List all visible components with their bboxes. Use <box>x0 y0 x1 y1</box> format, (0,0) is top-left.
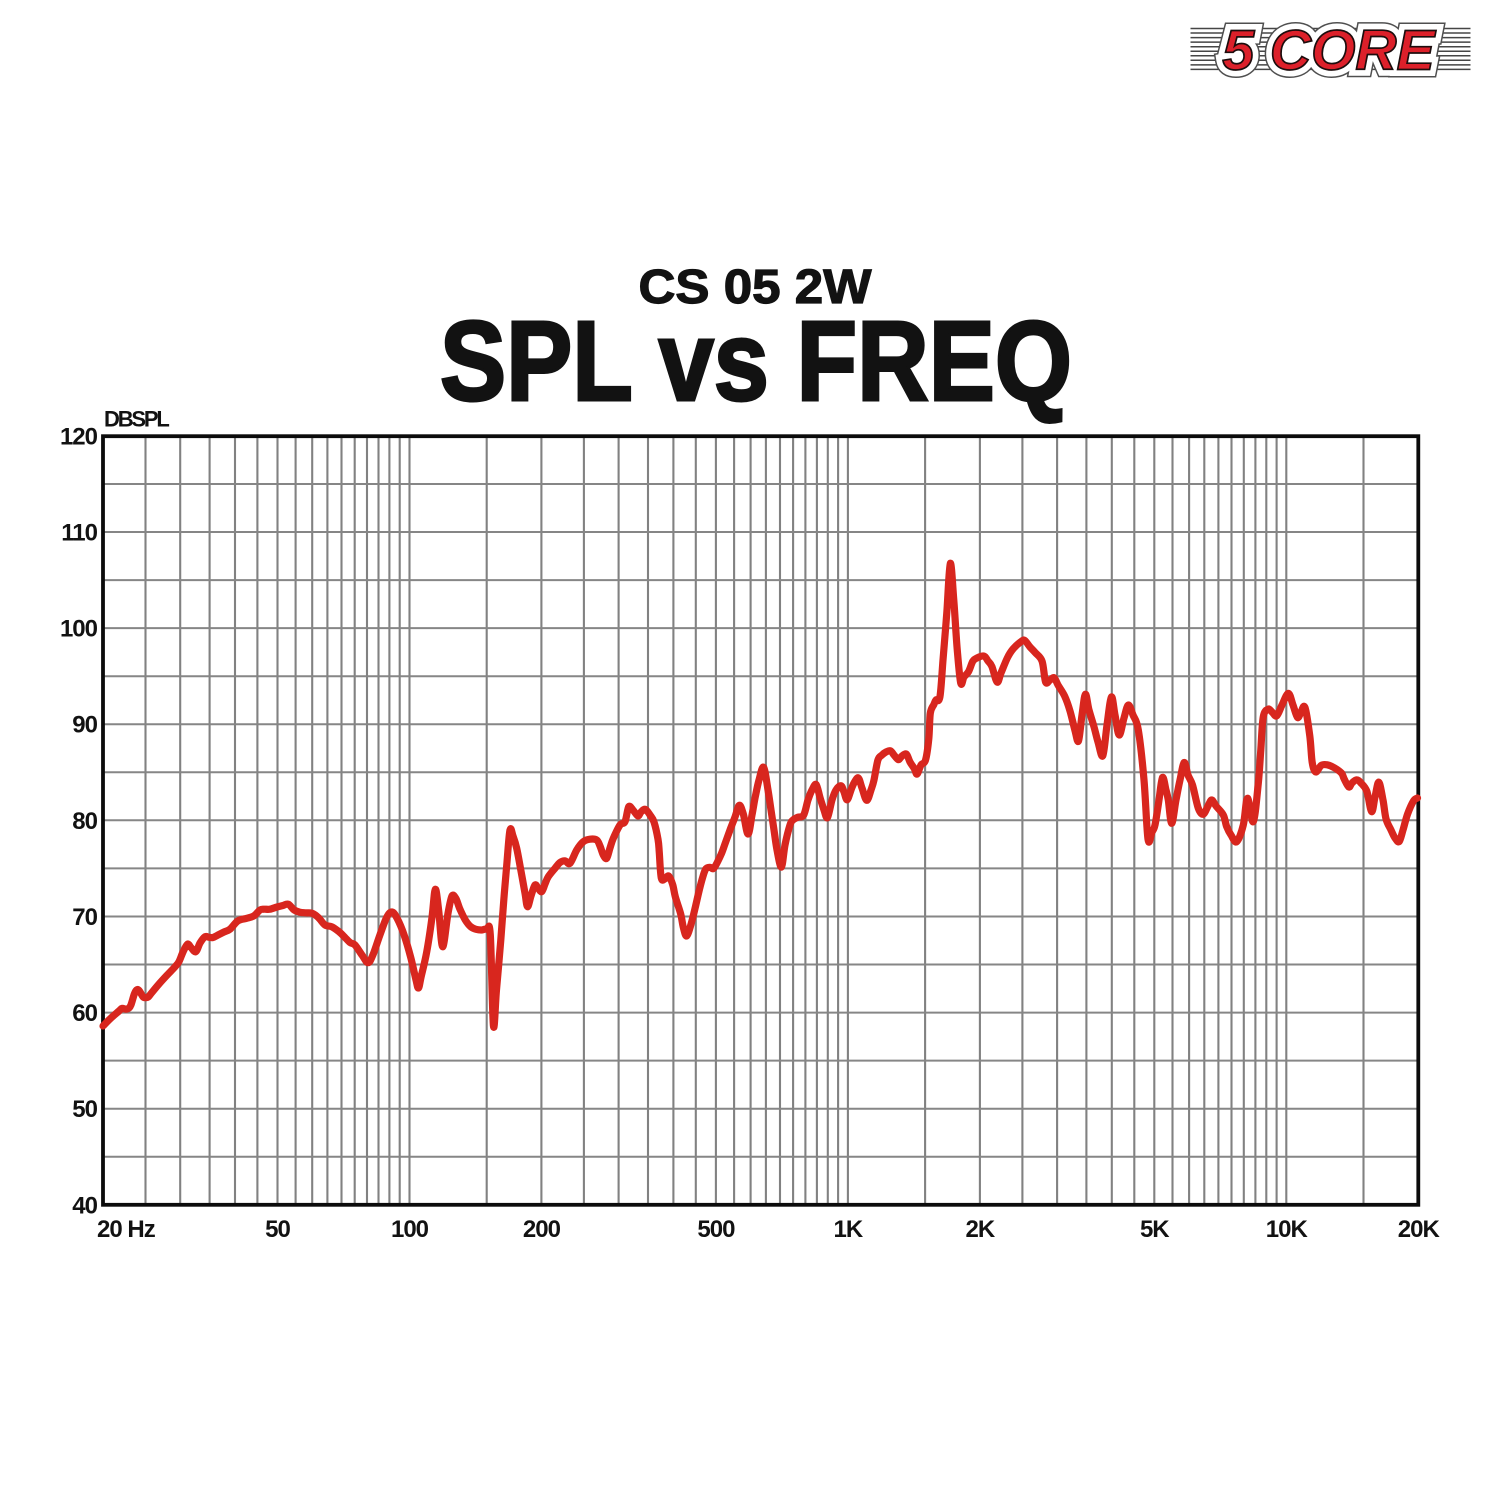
svg-text:DBSPL: DBSPL <box>104 407 169 432</box>
svg-text:50: 50 <box>265 1216 290 1243</box>
svg-text:5 CORE: 5 CORE <box>1222 19 1436 83</box>
svg-text:50: 50 <box>72 1096 97 1123</box>
svg-text:120: 120 <box>60 423 98 450</box>
svg-text:70: 70 <box>72 904 97 931</box>
svg-text:1K: 1K <box>834 1216 864 1243</box>
svg-text:200: 200 <box>523 1216 561 1243</box>
svg-text:500: 500 <box>697 1216 735 1243</box>
svg-text:SPL vs FREQ: SPL vs FREQ <box>440 298 1072 424</box>
svg-text:80: 80 <box>72 808 97 835</box>
svg-text:90: 90 <box>72 712 97 739</box>
svg-text:2K: 2K <box>966 1216 996 1243</box>
svg-text:40: 40 <box>72 1192 97 1219</box>
svg-text:20K: 20K <box>1398 1216 1441 1243</box>
svg-text:100: 100 <box>60 616 98 643</box>
svg-text:5 CORE: 5 CORE <box>1222 19 1436 83</box>
svg-text:60: 60 <box>72 1000 97 1027</box>
svg-text:10K: 10K <box>1266 1216 1309 1243</box>
svg-text:CS 05 2W: CS 05 2W <box>639 261 873 314</box>
svg-text:100: 100 <box>391 1216 429 1243</box>
svg-text:20 Hz: 20 Hz <box>97 1216 156 1243</box>
svg-text:110: 110 <box>61 520 97 547</box>
svg-text:5K: 5K <box>1140 1216 1170 1243</box>
